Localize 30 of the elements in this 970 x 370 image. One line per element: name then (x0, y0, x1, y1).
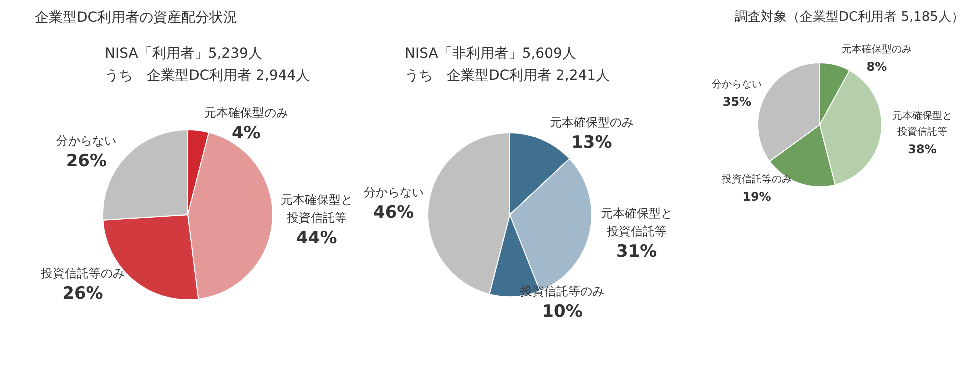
slice-label: 元本確保型と投資信託等 (892, 110, 952, 138)
chart-subtitle: NISA「利用者」5,239人 (105, 46, 262, 62)
slice-label: 投資信託等のみ (720, 173, 792, 186)
data-label: 31% (616, 242, 658, 262)
slice-label: 元本確保型と投資信託等 (280, 193, 353, 226)
data-label: 13% (572, 133, 612, 154)
slice-label: 分からない (56, 134, 117, 148)
data-label: 26% (66, 152, 108, 172)
slice-label: 元本確保型のみ (550, 116, 634, 130)
data-label: 46% (373, 202, 414, 223)
chart-title: NISA「非利用者」5,609人 (405, 46, 576, 62)
slice-label: 分からない (364, 185, 424, 200)
slice-label: 元本確保型と投資信託等 (600, 206, 673, 239)
data-label: 4% (232, 124, 261, 144)
data-label: 8% (866, 60, 888, 74)
slice-label: 投資信託等のみ (40, 266, 125, 281)
data-label: 44% (296, 228, 338, 249)
slice-label: 分からない (712, 78, 762, 91)
data-label: 19% (742, 190, 772, 204)
text: うち 企業型DC利用者 2,944人 (105, 68, 310, 84)
data-label: 26% (62, 284, 104, 304)
data-label: 38% (908, 142, 937, 157)
slice-label: 元本確保型のみ (842, 44, 912, 56)
slice-label: 投資信託等のみ (520, 284, 605, 298)
slice-label: 元本確保型のみ (204, 106, 288, 120)
data-label: 35% (722, 95, 752, 110)
text: うち 企業型DC利用者 2,241人 (405, 68, 610, 84)
data-label: 10% (542, 302, 583, 322)
chart-title: 企業型DC利用者の資産配分状況 (35, 10, 238, 26)
chart-title: 調査対象（企業型DC利用者 5,185人） (735, 9, 964, 25)
